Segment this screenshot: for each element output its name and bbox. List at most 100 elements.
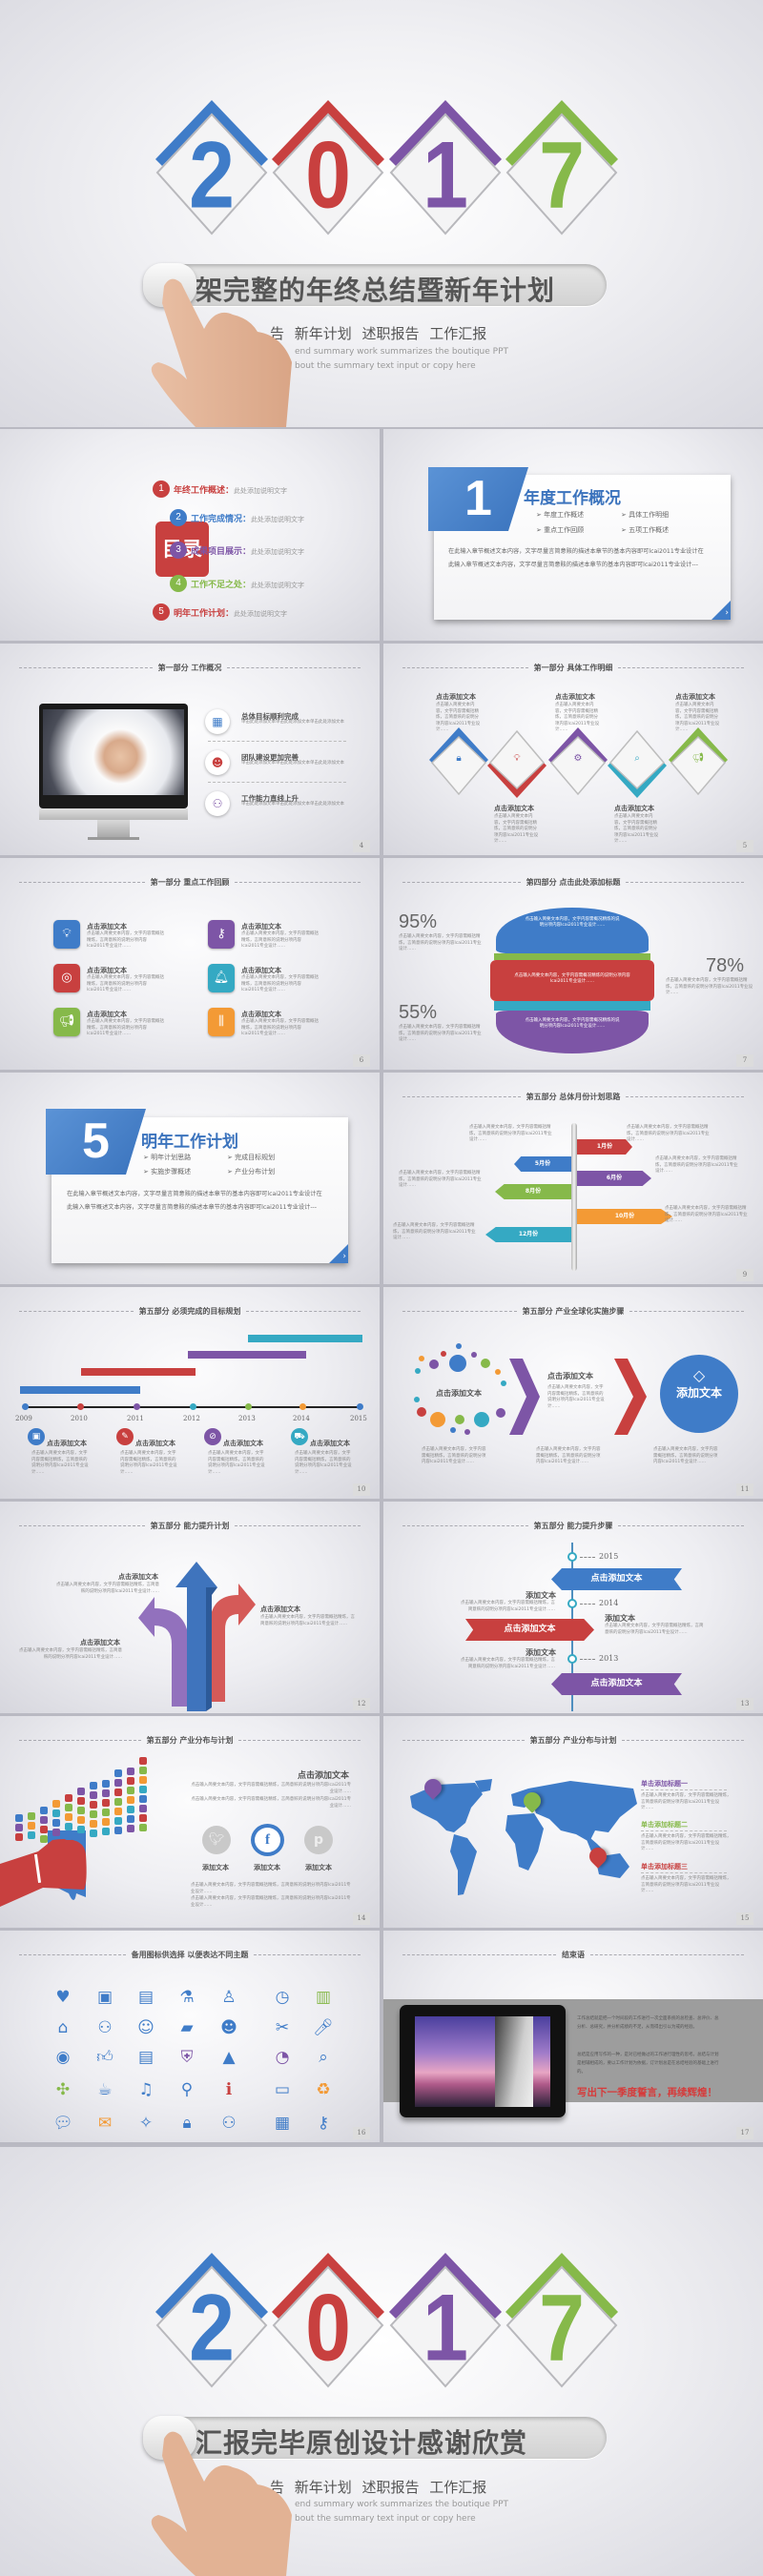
music-icon[interactable]: ♫ xyxy=(138,2080,154,2099)
slide-11[interactable]: 第五部分 产业全球化实施步骤 点击添加文本 点击添加文本 点击输入简要文本内容，… xyxy=(383,1287,763,1499)
heart-plus-icon[interactable]: ♥ xyxy=(55,1988,71,2007)
lock-icon: 🔒︎ xyxy=(456,753,462,764)
shield-icon[interactable]: ⛨ xyxy=(180,2048,194,2067)
closing-english-1: end summary work summarizes the boutique… xyxy=(295,2500,508,2509)
slide-17[interactable]: 结束语 工作总结就是把一个时间段的工作进行一次全面系统的总检查、总评价、总分析、… xyxy=(383,1931,763,2142)
cloud-icon xyxy=(102,1799,110,1807)
divider xyxy=(641,1789,727,1790)
slide-16[interactable]: 备用图标供选择 以便表达不同主题 ♥ ▣ ▤ ⚗ ♙ ◷ ▥ ⌂ ⚇ ☺ ▰ ☻ ✂ 🎤︎ ◉ 👍︎ ▤ ⛨ ▲ ◔ ⌕… xyxy=(0,1931,380,2142)
tools-icon[interactable]: ✂ xyxy=(275,2018,290,2037)
toc-item[interactable]: 年终工作概述：此处添加说明文字 xyxy=(174,486,288,496)
bulb-icon: 💡︎ xyxy=(53,920,80,949)
microphone-icon[interactable]: 🎤︎ xyxy=(313,2018,334,2037)
folder-icon[interactable]: ▰ xyxy=(180,2018,194,2037)
slide-15[interactable]: 第五部分 产业分布与计划 单击添加标题一 点击输入简要文本内容，文字内容需概括精… xyxy=(383,1716,763,1928)
gantt-bar xyxy=(20,1386,140,1394)
coins-icon[interactable]: ◉ xyxy=(55,2048,71,2067)
slide-header: 第五部分 产业全球化实施步骤 xyxy=(402,1306,745,1317)
slide-6[interactable]: 第一部分 重点工作回顾 💡︎ 点击添加文本 点击输入简要文本内容，文字内容需概括… xyxy=(0,858,380,1070)
item-title: 点击添加文本 xyxy=(87,1011,127,1018)
document-search-icon[interactable]: ▤ xyxy=(137,2048,155,2067)
page-number: 16 xyxy=(353,2127,370,2139)
slide-4[interactable]: 第一部分 工作概况 ▦ 总体目标顺利完成 单击此处添加文本单击此处添加文本单击此… xyxy=(0,644,380,855)
toc-item[interactable]: 工作不足之处：此处添加说明文字 xyxy=(191,581,305,590)
toc-item[interactable]: 明年工作计划：此处添加说明文字 xyxy=(174,609,288,619)
social-label: 添加文本 xyxy=(305,1864,332,1871)
year-label: 2013 xyxy=(599,1654,619,1663)
slide-13[interactable]: 第五部分 能力提升步骤 2015 2014 2013 点击添加文本 点击添加文本… xyxy=(383,1502,763,1713)
slide-9[interactable]: 第五部分 总体月份计划思路 1月份 5月份 6月份 8月份 10月份 12月份 点击输入简要… xyxy=(383,1073,763,1284)
coffee-icon[interactable]: ☕︎ xyxy=(97,2080,113,2099)
books-icon[interactable]: ♙ xyxy=(221,1988,237,2007)
year-diamond: 7 xyxy=(505,2253,618,2388)
desc: 点击输入简要文本内容，文字内容需概括精炼，言简意赅的说明分项内容lcai2011… xyxy=(56,1583,159,1594)
section-5-slide[interactable]: 5 明年工作计划 ➢ 明年计划思路 ➢ 完成目标规划 ➢ 实施步骤概述 ➢ 产业… xyxy=(0,1073,380,1284)
month-sign: 1月份 xyxy=(577,1139,632,1155)
decor-dot xyxy=(449,1355,466,1372)
pinterest-icon[interactable]: p xyxy=(304,1826,333,1854)
percent-55: 55% xyxy=(399,1002,438,1023)
head-icon[interactable]: ☻ xyxy=(220,2018,237,2037)
slide-12[interactable]: 第五部分 能力提升计划 点击添加文本 点击输入简要文本内容，文字内容需概括精炼，… xyxy=(0,1502,380,1713)
slide-header: 第四部分 点击此处添加标题 xyxy=(402,877,745,888)
calendar-icon[interactable]: ▦ xyxy=(274,2114,291,2133)
clock-icon[interactable]: ◷ xyxy=(275,1988,290,2007)
microscope-icon[interactable]: ⚗ xyxy=(179,1988,195,2007)
connector xyxy=(580,1557,595,1558)
closing-slide[interactable]: 2 0 1 7 汇报完毕原创设计感谢欣赏 告 新年计划 述职报告 工作汇报 en… xyxy=(0,2147,763,2576)
slide-14[interactable]: 第五部分 产业分布与计划 点击添加文本 点击输入简要文本内容，文字内容需概括精炼… xyxy=(0,1716,380,1928)
timeline-dot xyxy=(245,1403,252,1410)
facebook-icon[interactable]: f xyxy=(251,1824,284,1856)
team-icon: ⚇ xyxy=(205,791,230,816)
slide-header: 第一部分 具体工作明细 xyxy=(402,663,745,673)
analytics-search-icon[interactable]: ⌕ xyxy=(319,2048,328,2067)
thumbs-up-icon[interactable]: 👍︎ xyxy=(96,2048,113,2067)
reader-icon[interactable]: ☺ xyxy=(137,2018,155,2037)
section-1-slide[interactable]: 1 年度工作概况 ➢ 年度工作概述 ➢ 具体工作明细 ➢ 重点工作回顾 ➢ 五项… xyxy=(383,429,763,641)
binders-icon[interactable]: ▥ xyxy=(315,1988,332,2007)
desc: 点击输入简要文本内容，文字内容需概括精炼，言简意赅的说明分项内容lcai2011… xyxy=(241,1019,319,1036)
mail-icon[interactable]: ✉ xyxy=(97,2114,113,2133)
slide-7[interactable]: 第四部分 点击此处添加标题 点击输入简要文本内容，文字内容需概况精炼的说明分项内… xyxy=(383,858,763,1070)
key-icon[interactable]: ⚷ xyxy=(317,2114,330,2133)
closing-title: 汇报完毕原创设计感谢欣赏 xyxy=(196,2427,528,2459)
computer-icon[interactable]: ▭ xyxy=(274,2080,291,2099)
cloud-icon xyxy=(15,1814,23,1822)
month-sign: 8月份 xyxy=(495,1184,571,1199)
chart-presenter-icon[interactable]: ▲ xyxy=(222,2048,236,2067)
divider xyxy=(641,1830,727,1831)
info-icon[interactable]: ℹ xyxy=(225,2080,233,2099)
chat-icon[interactable]: 💬︎ xyxy=(52,2114,73,2133)
cloud-icon xyxy=(139,1786,147,1793)
arrows-icon[interactable]: ✣ xyxy=(55,2080,71,2099)
cloud-icon xyxy=(127,1777,134,1785)
pie-chart-icon[interactable]: ◔ xyxy=(275,2048,290,2067)
idea-icon[interactable]: ✧ xyxy=(138,2114,154,2133)
recycle-icon[interactable]: ♻ xyxy=(316,2080,331,2099)
graduation-icon[interactable]: ⌂ xyxy=(57,2018,69,2037)
clipboard-icon[interactable]: ▤ xyxy=(137,1988,155,2007)
tablet-hand-icon[interactable]: ▣ xyxy=(96,1988,113,2007)
magnifier-icon[interactable]: ⚲ xyxy=(180,2080,194,2099)
slide-10[interactable]: 第五部分 必须完成的目标规划 2009 2010 2011 2012 2013 … xyxy=(0,1287,380,1499)
item-title: 点击添加文本 xyxy=(260,1605,300,1613)
cloud-icon xyxy=(127,1825,134,1832)
timeline-node xyxy=(567,1654,577,1664)
team-icon[interactable]: ⚇ xyxy=(221,2114,237,2133)
toc-item[interactable]: 成果项目展示：此处添加说明文字 xyxy=(191,547,305,557)
item-icon: ⛟ xyxy=(291,1428,308,1445)
detail-diamond xyxy=(608,729,667,798)
item-title: 点击添加文本 xyxy=(87,923,127,930)
toc-item[interactable]: 工作完成情况：此处添加说明文字 xyxy=(191,515,305,524)
lock-icon[interactable]: 🔒︎ xyxy=(182,2114,192,2133)
egg-band-green xyxy=(494,953,650,960)
twitter-icon[interactable]: 🐦︎ xyxy=(202,1826,231,1854)
presentation-team-icon[interactable]: ⚇ xyxy=(97,2018,113,2037)
year-diamond: 0 xyxy=(272,2253,384,2388)
decor-dot xyxy=(474,1412,489,1427)
slide-5[interactable]: 第一部分 具体工作明细 🔒︎ 点击添加文本 点击输入简要文本内容，文字内容需概括精… xyxy=(383,644,763,855)
cover-english-1: end summary work summarizes the boutique… xyxy=(295,347,508,357)
cover-slide[interactable]: 2 0 1 7 架完整的年终总结暨新年计划 告 新年计划 述职报告 工作汇报 e… xyxy=(0,0,763,427)
page-number: 13 xyxy=(736,1698,753,1710)
